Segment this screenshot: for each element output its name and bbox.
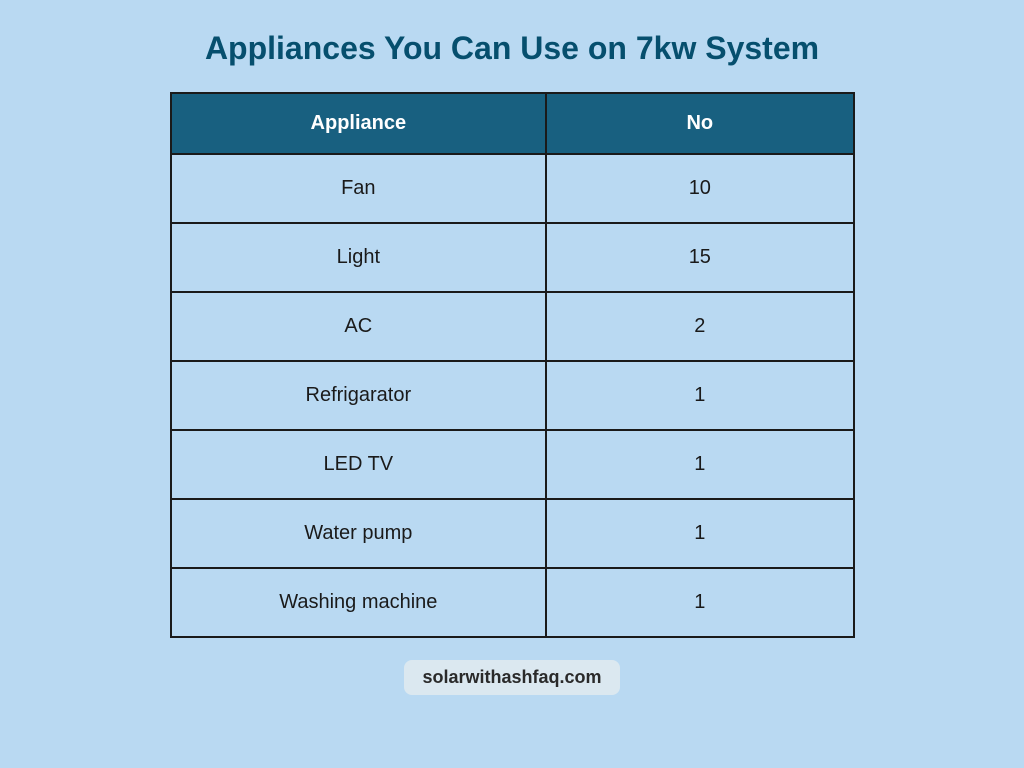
table-header-row: Appliance No [171,93,854,154]
table-cell-no: 1 [546,430,853,499]
table-cell-appliance: Light [171,223,547,292]
table-cell-no: 2 [546,292,853,361]
table-row: Refrigarator 1 [171,361,854,430]
table-cell-no: 1 [546,568,853,637]
table-row: Fan 10 [171,154,854,223]
page-title: Appliances You Can Use on 7kw System [205,30,819,67]
table-cell-appliance: Washing machine [171,568,547,637]
table-cell-no: 10 [546,154,853,223]
footer-badge: solarwithashfaq.com [404,660,619,695]
table-cell-no: 1 [546,499,853,568]
table-header-appliance: Appliance [171,93,547,154]
table-cell-appliance: Refrigarator [171,361,547,430]
table-row: AC 2 [171,292,854,361]
table-cell-appliance: LED TV [171,430,547,499]
table-cell-appliance: AC [171,292,547,361]
table-row: Light 15 [171,223,854,292]
table-row: Water pump 1 [171,499,854,568]
table-row: LED TV 1 [171,430,854,499]
table-cell-appliance: Water pump [171,499,547,568]
table-cell-no: 15 [546,223,853,292]
table-row: Washing machine 1 [171,568,854,637]
table-header-no: No [546,93,853,154]
appliances-table: Appliance No Fan 10 Light 15 AC 2 Refrig… [170,92,855,638]
table-cell-appliance: Fan [171,154,547,223]
table-cell-no: 1 [546,361,853,430]
